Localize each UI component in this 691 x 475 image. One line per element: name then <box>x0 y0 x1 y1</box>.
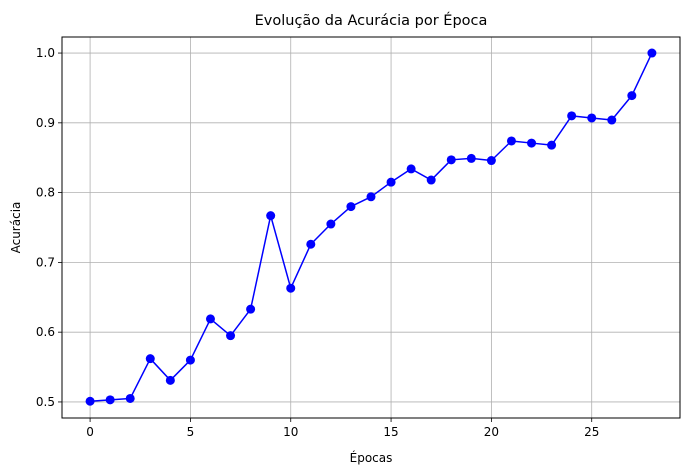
x-tick-label: 10 <box>283 425 298 439</box>
series-line <box>85 48 657 406</box>
data-point <box>426 175 436 185</box>
data-point <box>527 138 537 148</box>
axis-ticks: 0 5 10 15 20 25 0.5 0.6 0.7 0.8 0.9 1.0 <box>36 46 599 439</box>
data-point <box>547 140 557 150</box>
data-point <box>286 283 296 293</box>
data-point <box>85 396 95 406</box>
x-tick-label: 0 <box>86 425 94 439</box>
data-point <box>446 155 456 165</box>
y-tick-label: 0.8 <box>36 186 55 200</box>
chart-title: Evolução da Acurácia por Época <box>255 12 488 29</box>
data-point <box>346 202 356 212</box>
data-point <box>567 111 577 121</box>
data-point <box>205 314 215 324</box>
data-point <box>125 393 135 403</box>
data-point <box>226 331 236 341</box>
data-point <box>185 355 195 365</box>
data-point <box>506 136 516 146</box>
data-point <box>486 156 496 166</box>
data-point <box>105 395 115 405</box>
data-point <box>406 164 416 174</box>
data-point <box>587 113 597 123</box>
x-tick-label: 25 <box>584 425 599 439</box>
y-tick-label: 0.7 <box>36 255 55 269</box>
data-point <box>165 375 175 385</box>
x-tick-label: 20 <box>484 425 499 439</box>
x-axis-title: Épocas <box>350 450 393 465</box>
y-tick-label: 0.5 <box>36 395 55 409</box>
data-point <box>366 192 376 202</box>
data-point <box>266 211 276 221</box>
y-axis-title: Acurácia <box>9 202 23 254</box>
data-point <box>386 177 396 187</box>
grid-lines <box>62 37 680 418</box>
data-point <box>627 91 637 101</box>
data-point <box>647 48 657 58</box>
data-point <box>306 239 316 249</box>
x-tick-label: 15 <box>383 425 398 439</box>
data-point <box>466 153 476 163</box>
data-point <box>145 354 155 364</box>
data-point <box>326 219 336 229</box>
y-tick-label: 0.9 <box>36 116 55 130</box>
y-tick-label: 1.0 <box>36 46 55 60</box>
y-tick-label: 0.6 <box>36 325 55 339</box>
data-point <box>246 304 256 314</box>
plot-area-frame <box>61 36 681 419</box>
data-point <box>607 115 617 125</box>
x-tick-label: 5 <box>187 425 195 439</box>
